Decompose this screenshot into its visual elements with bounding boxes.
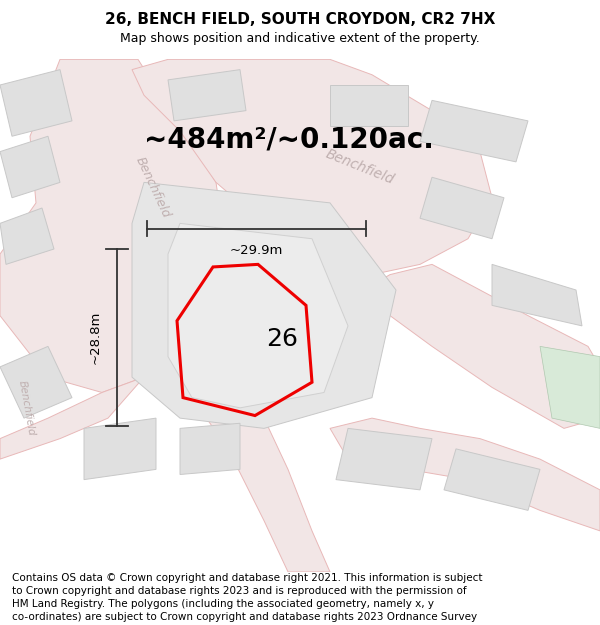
Polygon shape xyxy=(540,346,600,428)
Polygon shape xyxy=(0,59,228,392)
Polygon shape xyxy=(0,136,60,198)
Text: 26, BENCH FIELD, SOUTH CROYDON, CR2 7HX: 26, BENCH FIELD, SOUTH CROYDON, CR2 7HX xyxy=(105,12,495,27)
Polygon shape xyxy=(84,418,156,479)
Text: Contains OS data © Crown copyright and database right 2021. This information is : Contains OS data © Crown copyright and d… xyxy=(12,574,482,625)
Text: ~29.9m: ~29.9m xyxy=(230,244,283,257)
Text: ~28.8m: ~28.8m xyxy=(89,311,102,364)
Polygon shape xyxy=(492,264,582,326)
Polygon shape xyxy=(336,428,432,490)
Polygon shape xyxy=(444,449,540,511)
Polygon shape xyxy=(372,264,600,428)
Text: Benchfield: Benchfield xyxy=(17,379,37,436)
Polygon shape xyxy=(0,69,72,136)
Polygon shape xyxy=(420,177,504,239)
Polygon shape xyxy=(168,223,348,408)
Text: Benchfield: Benchfield xyxy=(323,147,397,187)
Polygon shape xyxy=(132,59,492,274)
Polygon shape xyxy=(0,208,54,264)
Polygon shape xyxy=(180,423,240,474)
Polygon shape xyxy=(0,377,144,459)
Polygon shape xyxy=(330,85,408,126)
Text: Benchfield: Benchfield xyxy=(133,155,173,220)
Polygon shape xyxy=(180,346,330,572)
Polygon shape xyxy=(132,182,396,428)
Polygon shape xyxy=(420,101,528,162)
Text: Map shows position and indicative extent of the property.: Map shows position and indicative extent… xyxy=(120,31,480,44)
Polygon shape xyxy=(330,418,600,531)
Polygon shape xyxy=(0,346,72,418)
Polygon shape xyxy=(168,69,246,121)
Text: ~484m²/~0.120ac.: ~484m²/~0.120ac. xyxy=(144,126,434,154)
Text: 26: 26 xyxy=(266,327,298,351)
